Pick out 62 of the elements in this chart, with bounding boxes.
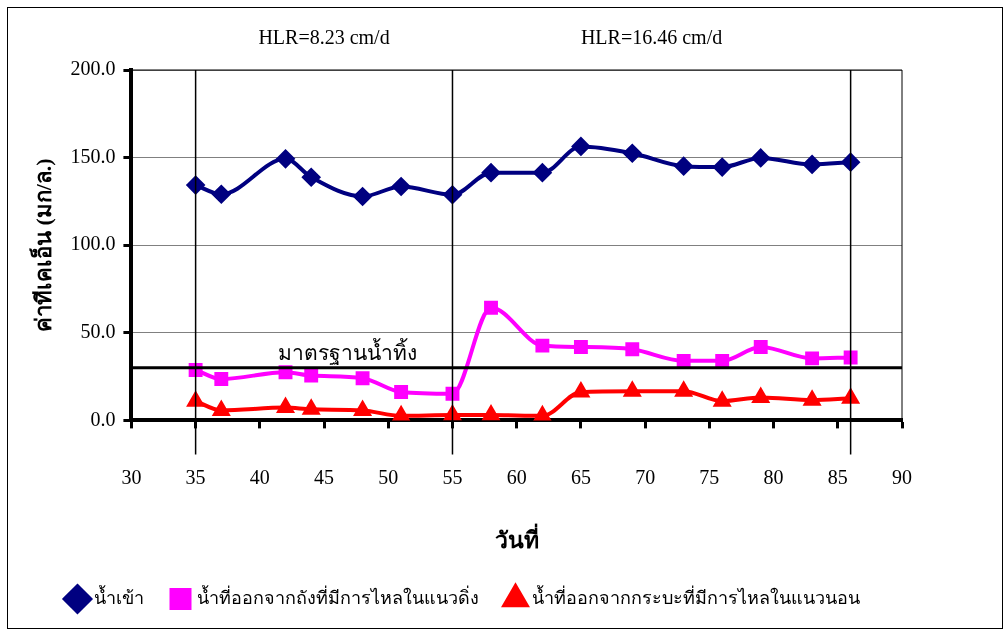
legend-label: น้ำที่ออกจากกระบะที่มีการไหลในแนวนอน <box>531 584 860 608</box>
x-tick-label: 70 <box>635 465 656 488</box>
point <box>804 391 821 406</box>
point <box>353 187 372 206</box>
ref-line-label: มาตรฐานน้ำทิ้ง <box>277 337 417 365</box>
point <box>714 392 731 407</box>
point <box>214 372 229 386</box>
y-tick-label: 200.0 <box>70 57 116 80</box>
x-tick-label: 75 <box>699 465 720 488</box>
point <box>304 368 319 383</box>
point <box>482 405 500 421</box>
x-tick-label: 30 <box>121 465 142 488</box>
x-tick-label: 85 <box>827 465 848 488</box>
point <box>676 353 691 368</box>
y-tick-label: 0.0 <box>90 407 116 430</box>
point <box>573 340 588 354</box>
point <box>276 149 295 168</box>
point <box>212 185 231 204</box>
point <box>623 144 642 163</box>
y-axis-title: ค่าทีเคเอ็น (มก/ล.) <box>28 158 56 333</box>
point <box>394 385 409 399</box>
x-tick-label: 65 <box>570 465 591 488</box>
x-tick-label: 35 <box>185 465 206 488</box>
point <box>674 157 693 176</box>
point <box>392 177 411 196</box>
point <box>805 351 820 366</box>
point <box>535 338 550 353</box>
x-tick-label: 80 <box>763 465 784 488</box>
point <box>302 168 321 187</box>
y-tick-label: 50.0 <box>80 320 116 343</box>
point <box>753 340 768 354</box>
legend-label: น้ำเข้า <box>93 584 144 608</box>
point <box>482 163 501 182</box>
point <box>624 382 641 397</box>
point <box>675 382 692 397</box>
point <box>751 148 770 167</box>
point <box>213 401 230 416</box>
point <box>572 383 589 398</box>
x-tick-label: 55 <box>442 465 463 488</box>
point <box>355 371 370 386</box>
point <box>625 342 640 357</box>
point <box>752 388 769 403</box>
y-tick-label: 150.0 <box>70 144 116 167</box>
text: HLR=8.23 cm/d <box>258 26 390 48</box>
y-tick-label: 100.0 <box>70 232 116 255</box>
point <box>803 155 822 174</box>
point <box>533 163 552 182</box>
x-tick-label: 40 <box>249 465 270 488</box>
x-tick-label: 90 <box>892 465 912 488</box>
point <box>571 137 590 156</box>
point <box>354 401 371 416</box>
x-tick-label: 45 <box>314 465 335 488</box>
text: HLR=16.46 cm/d <box>580 26 723 48</box>
point <box>484 300 498 315</box>
point <box>276 396 295 414</box>
point <box>303 400 320 415</box>
x-tick-label: 50 <box>378 465 399 488</box>
legend-label: น้ำที่ออกจากถังที่มีการไหลในแนวดิ่ง <box>196 584 479 608</box>
x-axis-title: วันที่ <box>494 523 539 554</box>
x-tick-label: 60 <box>506 465 527 488</box>
point <box>713 158 732 177</box>
point <box>715 353 730 368</box>
